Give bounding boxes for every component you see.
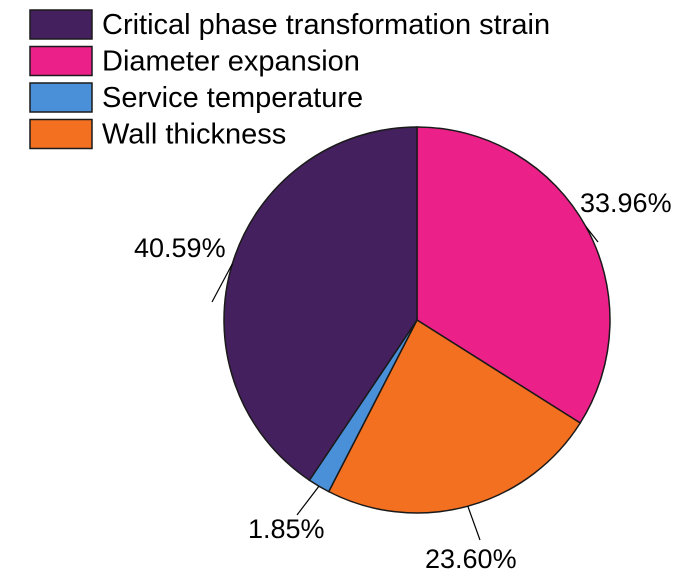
leader-line-wall-thickness: [467, 505, 481, 541]
pie-slice-wall-thickness: [327, 318, 582, 514]
legend: Critical phase transformation strain Diam…: [29, 9, 550, 151]
percentage-labels: 33.96% 23.60% 1.85% 40.59%: [134, 188, 672, 574]
pct-label-critical-phase-transformation-strain: 40.59%: [134, 233, 226, 263]
legend-label-wall-thickness: Wall thickness: [102, 119, 286, 151]
pct-label-diameter-expansion: 33.96%: [580, 188, 672, 218]
legend-swatch-critical-phase-transformation-strain: [29, 9, 93, 40]
legend-swatch-wall-thickness: [29, 118, 93, 150]
pie-slices: [223, 126, 611, 514]
leader-lines: [211, 226, 599, 541]
legend-label-service-temperature: Service temperature: [102, 82, 363, 114]
pie-slice-critical-phase-transformation-strain: [223, 126, 418, 482]
leader-line-service-temperature: [296, 485, 320, 516]
leader-line-critical-phase-transformation-strain: [211, 263, 233, 303]
legend-swatch-service-temperature: [29, 82, 93, 113]
leader-line-diameter-expansion: [585, 226, 599, 243]
legend-label-diameter-expansion: Diameter expansion: [102, 46, 360, 78]
legend-label-critical-phase-transformation-strain: Critical phase transformation strain: [102, 9, 550, 41]
pct-label-wall-thickness: 23.60%: [425, 544, 517, 574]
legend-swatch-diameter-expansion: [29, 45, 93, 77]
pct-label-service-temperature: 1.85%: [248, 514, 325, 544]
